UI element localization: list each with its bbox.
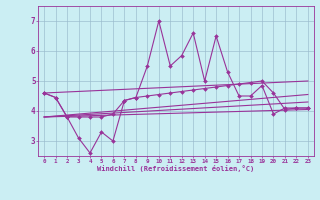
X-axis label: Windchill (Refroidissement éolien,°C): Windchill (Refroidissement éolien,°C) — [97, 165, 255, 172]
